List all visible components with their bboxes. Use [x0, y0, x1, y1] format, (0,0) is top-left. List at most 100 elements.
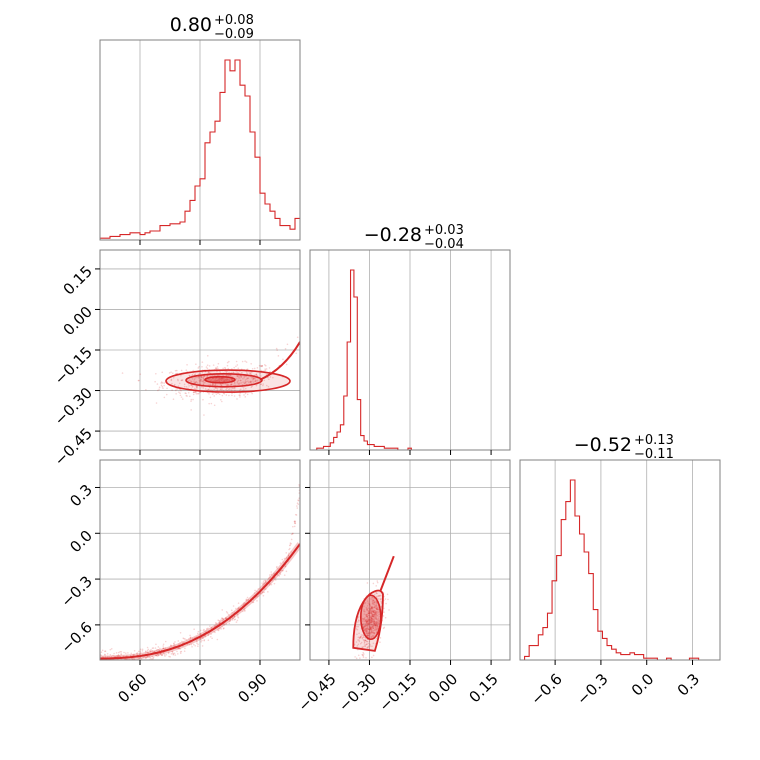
scatter-point	[172, 653, 175, 655]
scatter-point	[230, 388, 232, 390]
scatter-point	[256, 379, 259, 382]
scatter-point	[364, 628, 366, 631]
scatter-point	[252, 377, 254, 379]
scatter-point	[369, 631, 372, 634]
scatter-point	[191, 373, 194, 376]
scatter-point	[204, 634, 206, 637]
scatter-point	[366, 582, 369, 584]
scatter-point	[215, 622, 218, 625]
scatter-point	[228, 379, 231, 381]
scatter-point	[364, 628, 367, 630]
scatter-point	[235, 607, 237, 610]
scatter-point	[371, 631, 374, 633]
scatter-point	[370, 627, 373, 630]
x-tick-label: 0.0	[628, 670, 658, 700]
scatter-point	[223, 627, 225, 629]
scatter-point	[257, 588, 260, 590]
scatter-point	[221, 400, 223, 403]
scatter-point	[374, 629, 376, 631]
scatter-point	[373, 600, 376, 603]
scatter-point	[259, 372, 261, 375]
scatter-point	[374, 624, 376, 626]
scatter-point	[237, 616, 240, 619]
scatter-point	[246, 372, 249, 375]
scatter-point	[290, 538, 293, 541]
scatter-point	[220, 628, 222, 630]
scatter-point	[104, 663, 106, 665]
scatter-point	[181, 379, 183, 382]
scatter-point	[371, 617, 374, 620]
scatter-point	[370, 619, 372, 622]
scatter-point	[366, 608, 369, 611]
scatter-point	[283, 574, 286, 576]
scatter-point	[371, 606, 373, 609]
scatter-point	[384, 616, 387, 619]
scatter-point	[368, 623, 370, 625]
scatter-point	[219, 388, 222, 391]
scatter-point	[240, 375, 243, 378]
scatter-point	[378, 608, 380, 611]
scatter-point	[218, 378, 221, 381]
scatter-point	[294, 513, 297, 516]
scatter-point	[132, 657, 135, 660]
scatter-point	[222, 627, 225, 630]
scatter-point	[371, 602, 374, 605]
scatter-point	[375, 607, 378, 610]
scatter-point	[237, 382, 240, 385]
scatter-point	[372, 642, 375, 645]
scatter-point	[226, 612, 229, 614]
scatter-point	[372, 635, 375, 637]
scatter-point	[130, 654, 132, 657]
scatter-point	[369, 608, 372, 610]
scatter-point	[366, 643, 369, 645]
scatter-point	[239, 379, 242, 382]
scatter-point	[119, 655, 121, 657]
scatter-point	[372, 610, 375, 613]
scatter-point	[221, 609, 224, 611]
scatter-point	[382, 627, 385, 630]
scatter-point	[242, 603, 245, 605]
scatter-point	[376, 627, 378, 629]
scatter-point	[367, 623, 370, 625]
scatter-point	[155, 654, 158, 657]
scatter-point	[355, 625, 358, 628]
scatter-point	[104, 653, 106, 656]
scatter-point	[376, 624, 378, 627]
scatter-point	[222, 618, 225, 621]
scatter-point	[179, 648, 181, 650]
scatter-point	[180, 389, 182, 392]
scatter-point	[237, 379, 240, 382]
scatter-point	[110, 647, 113, 650]
scatter-point	[255, 374, 257, 376]
scatter-point	[228, 388, 231, 390]
scatter-point	[200, 379, 203, 381]
scatter-point	[378, 595, 381, 597]
scatter-point	[198, 376, 201, 378]
scatter-point	[201, 371, 204, 374]
scatter-point	[159, 652, 162, 655]
scatter-point	[219, 626, 221, 629]
scatter-point	[214, 631, 216, 634]
scatter-point	[375, 637, 378, 640]
scatter-point	[379, 641, 381, 644]
scatter-point	[268, 574, 271, 576]
scatter-point	[163, 396, 166, 399]
scatter-point	[371, 614, 374, 617]
scatter-point	[106, 664, 108, 666]
density-contour	[379, 555, 395, 592]
scatter-point	[364, 610, 366, 613]
scatter-point	[372, 629, 375, 632]
scatter-point	[372, 632, 374, 634]
scatter-point	[370, 630, 372, 632]
scatter-point	[185, 392, 187, 395]
scatter-point	[152, 651, 154, 653]
scatter-point	[214, 384, 216, 387]
scatter-point	[367, 609, 370, 612]
scatter-point	[269, 376, 272, 378]
scatter-point	[251, 367, 254, 370]
scatter-point	[202, 383, 205, 385]
scatter-point	[371, 625, 373, 628]
scatter-point	[371, 606, 373, 609]
scatter-point	[262, 594, 265, 597]
scatter-point	[369, 618, 372, 621]
